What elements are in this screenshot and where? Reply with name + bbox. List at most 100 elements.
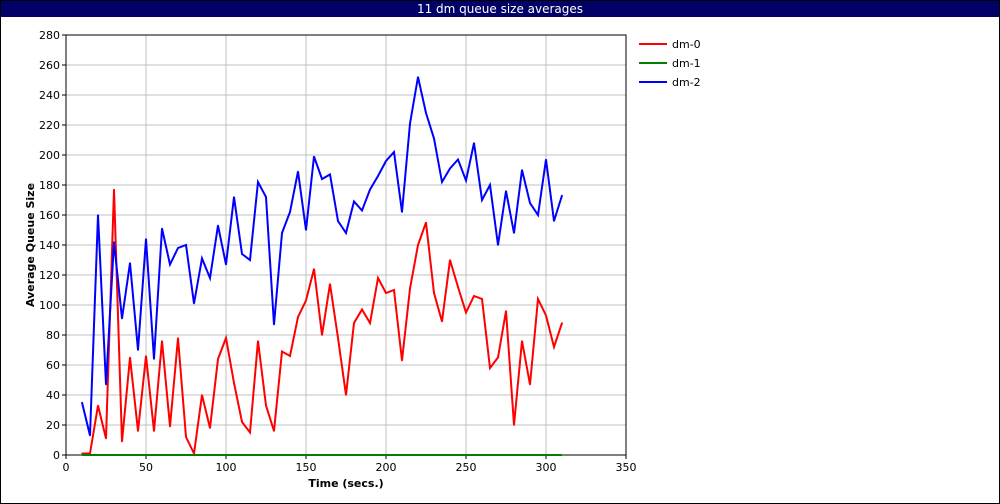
data-point-dm-1 bbox=[137, 454, 139, 456]
data-point-dm-1 bbox=[417, 454, 419, 456]
data-point-dm-1 bbox=[257, 454, 259, 456]
data-point-dm-2 bbox=[337, 220, 339, 222]
data-point-dm-1 bbox=[521, 454, 523, 456]
data-point-dm-0 bbox=[81, 452, 83, 455]
data-point-dm-1 bbox=[337, 454, 339, 456]
data-point-dm-1 bbox=[129, 454, 131, 456]
data-point-dm-0 bbox=[345, 394, 347, 396]
data-point-dm-0 bbox=[337, 337, 339, 339]
data-point-dm-0 bbox=[153, 430, 155, 432]
data-point-dm-2 bbox=[345, 232, 347, 234]
y-tick-label: 120 bbox=[39, 269, 60, 282]
data-point-dm-0 bbox=[545, 314, 547, 317]
data-point-dm-1 bbox=[353, 454, 355, 456]
y-tick-label: 160 bbox=[39, 209, 60, 222]
data-point-dm-2 bbox=[473, 142, 475, 144]
y-tick-label: 280 bbox=[39, 29, 60, 42]
data-point-dm-2 bbox=[385, 160, 387, 162]
x-tick-label: 0 bbox=[63, 461, 70, 474]
data-point-dm-0 bbox=[201, 394, 203, 396]
y-tick-label: 100 bbox=[39, 299, 60, 312]
data-point-dm-1 bbox=[449, 454, 451, 456]
data-point-dm-1 bbox=[385, 454, 387, 456]
data-point-dm-1 bbox=[529, 454, 531, 456]
data-point-dm-1 bbox=[393, 454, 395, 456]
y-tick-label: 40 bbox=[46, 389, 60, 402]
data-point-dm-0 bbox=[449, 259, 451, 261]
data-point-dm-2 bbox=[281, 232, 283, 234]
data-point-dm-2 bbox=[537, 214, 539, 216]
data-point-dm-1 bbox=[537, 454, 539, 456]
data-point-dm-0 bbox=[97, 404, 99, 407]
data-point-dm-1 bbox=[329, 454, 331, 456]
data-point-dm-1 bbox=[161, 454, 163, 456]
data-point-dm-2 bbox=[265, 196, 267, 198]
data-point-dm-2 bbox=[217, 224, 219, 227]
data-point-dm-0 bbox=[505, 310, 507, 312]
data-point-dm-0 bbox=[225, 337, 227, 339]
x-tick-label: 250 bbox=[456, 461, 477, 474]
data-point-dm-0 bbox=[553, 346, 555, 348]
data-point-dm-2 bbox=[225, 263, 227, 266]
data-point-dm-2 bbox=[257, 181, 259, 183]
data-point-dm-0 bbox=[521, 340, 523, 342]
data-point-dm-1 bbox=[489, 454, 491, 456]
data-point-dm-2 bbox=[161, 227, 163, 230]
legend-label-dm-0: dm-0 bbox=[672, 38, 701, 51]
data-point-dm-2 bbox=[505, 190, 507, 192]
data-point-dm-0 bbox=[297, 316, 299, 318]
data-point-dm-1 bbox=[289, 454, 291, 456]
data-point-dm-0 bbox=[321, 334, 323, 336]
data-point-dm-2 bbox=[241, 253, 243, 255]
data-point-dm-0 bbox=[329, 283, 331, 285]
data-point-dm-0 bbox=[425, 221, 427, 224]
data-point-dm-0 bbox=[89, 452, 91, 455]
data-point-dm-2 bbox=[433, 137, 435, 140]
y-tick-label: 240 bbox=[39, 89, 60, 102]
y-tick-label: 220 bbox=[39, 119, 60, 132]
data-point-dm-1 bbox=[409, 454, 411, 456]
data-point-dm-1 bbox=[89, 454, 91, 456]
data-point-dm-0 bbox=[169, 425, 171, 428]
data-point-dm-2 bbox=[561, 194, 563, 197]
data-point-dm-1 bbox=[153, 454, 155, 456]
data-point-dm-2 bbox=[289, 211, 291, 213]
data-point-dm-0 bbox=[489, 367, 491, 369]
data-point-dm-0 bbox=[561, 322, 563, 324]
data-point-dm-1 bbox=[425, 454, 427, 456]
data-point-dm-0 bbox=[369, 322, 371, 324]
data-point-dm-0 bbox=[457, 286, 459, 288]
x-tick-label: 200 bbox=[376, 461, 397, 474]
data-point-dm-0 bbox=[113, 188, 115, 191]
x-tick-label: 350 bbox=[616, 461, 637, 474]
y-tick-label: 180 bbox=[39, 179, 60, 192]
data-point-dm-1 bbox=[497, 454, 499, 456]
data-point-dm-2 bbox=[305, 229, 307, 231]
data-point-dm-0 bbox=[481, 298, 483, 300]
y-tick-label: 80 bbox=[46, 329, 60, 342]
data-point-dm-2 bbox=[401, 211, 403, 213]
data-point-dm-2 bbox=[169, 263, 171, 266]
data-point-dm-1 bbox=[297, 454, 299, 456]
data-point-dm-2 bbox=[81, 401, 83, 404]
data-point-dm-2 bbox=[545, 158, 547, 161]
data-point-dm-1 bbox=[345, 454, 347, 456]
x-tick-label: 100 bbox=[216, 461, 237, 474]
data-point-dm-0 bbox=[105, 437, 107, 440]
data-point-dm-1 bbox=[433, 454, 435, 456]
data-point-dm-1 bbox=[305, 454, 307, 456]
data-point-dm-0 bbox=[353, 322, 355, 324]
data-point-dm-2 bbox=[513, 232, 515, 234]
data-point-dm-1 bbox=[473, 454, 475, 456]
y-tick-label: 0 bbox=[53, 449, 60, 462]
y-tick-label: 260 bbox=[39, 59, 60, 72]
data-point-dm-0 bbox=[137, 430, 139, 432]
data-point-dm-0 bbox=[129, 356, 131, 359]
data-point-dm-1 bbox=[217, 454, 219, 456]
data-point-dm-1 bbox=[369, 454, 371, 456]
data-point-dm-1 bbox=[321, 454, 323, 456]
data-point-dm-1 bbox=[105, 454, 107, 456]
data-point-dm-2 bbox=[129, 262, 131, 264]
data-point-dm-0 bbox=[393, 289, 395, 291]
y-axis-label: Average Queue Size bbox=[24, 183, 37, 307]
